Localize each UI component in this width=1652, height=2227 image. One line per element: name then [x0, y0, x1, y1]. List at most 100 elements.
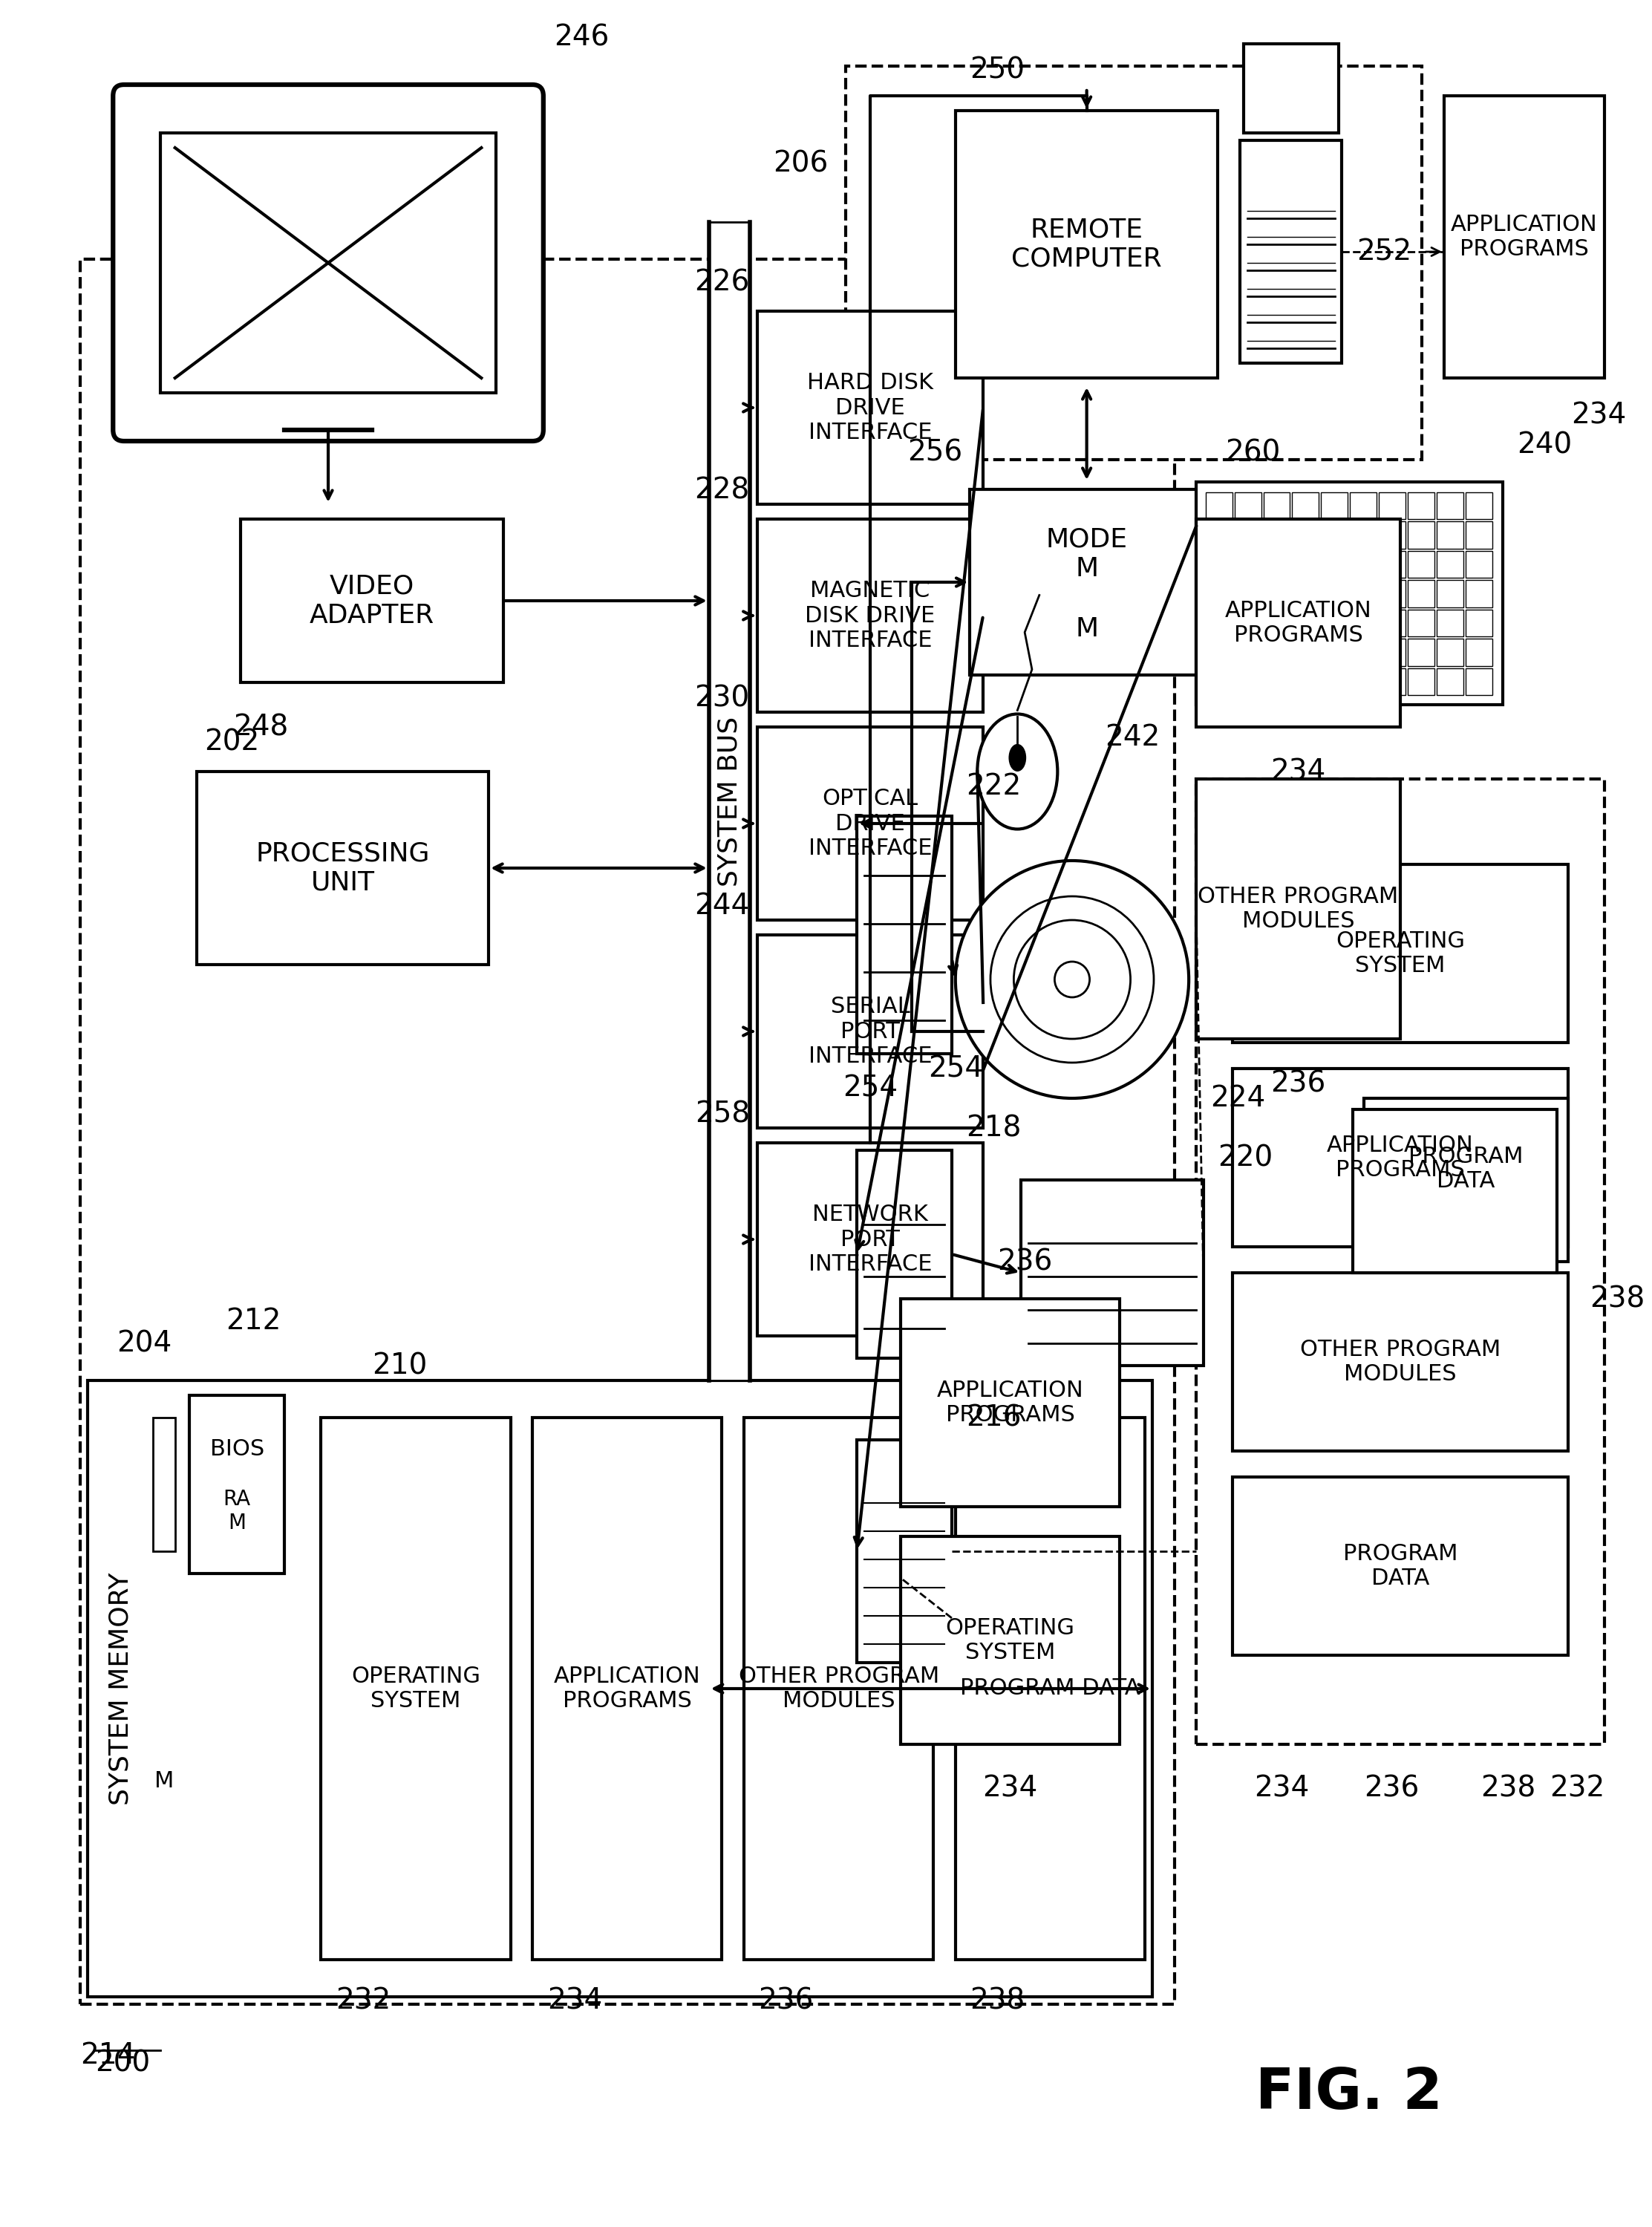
Bar	[160, 134, 496, 392]
Bar	[532, 1419, 722, 1960]
Text: 238: 238	[970, 1986, 1026, 2015]
Text: SYSTEM BUS: SYSTEM BUS	[717, 717, 742, 886]
Text: REMOTE
COMPUTER: REMOTE COMPUTER	[1011, 216, 1161, 272]
Text: 228: 228	[694, 477, 750, 503]
Bar	[857, 1441, 952, 1664]
Bar	[1437, 581, 1464, 608]
Text: PROGRAM
DATA: PROGRAM DATA	[1409, 1145, 1523, 1191]
Bar	[1465, 668, 1492, 695]
Text: PROGRAM DATA: PROGRAM DATA	[960, 1677, 1140, 1699]
Text: BIOS: BIOS	[210, 1439, 264, 1459]
Bar	[1264, 521, 1290, 548]
Text: 246: 246	[555, 22, 610, 51]
Bar	[1206, 550, 1232, 579]
Text: 214: 214	[81, 2042, 135, 2069]
Text: 250: 250	[970, 56, 1024, 85]
Bar	[1264, 550, 1290, 579]
Text: OPTICAL
DRIVE
INTERFACE: OPTICAL DRIVE INTERFACE	[808, 788, 932, 860]
Bar	[1465, 521, 1492, 548]
Text: PROGRAM
DATA: PROGRAM DATA	[1343, 1543, 1457, 1590]
Text: 210: 210	[372, 1352, 428, 1381]
Bar	[320, 1419, 510, 1960]
Ellipse shape	[978, 715, 1057, 828]
Text: 230: 230	[694, 684, 750, 713]
Circle shape	[955, 860, 1189, 1098]
Text: 236: 236	[998, 1247, 1052, 1276]
Text: 232: 232	[335, 1986, 390, 2015]
Bar	[757, 726, 983, 920]
Text: 226: 226	[694, 267, 750, 296]
Bar	[757, 935, 983, 1129]
Bar	[1264, 581, 1290, 608]
Bar	[1234, 610, 1260, 637]
Bar	[846, 67, 1422, 459]
Bar	[1322, 521, 1348, 548]
Bar	[1322, 639, 1348, 666]
Text: 236: 236	[1270, 1069, 1327, 1098]
Bar	[1206, 668, 1232, 695]
Bar	[1379, 581, 1406, 608]
Text: 224: 224	[1211, 1085, 1265, 1111]
Bar	[1437, 492, 1464, 519]
Bar	[900, 1298, 1120, 1508]
Bar	[1322, 668, 1348, 695]
Bar	[1234, 581, 1260, 608]
Bar	[1234, 550, 1260, 579]
Bar	[1379, 668, 1406, 695]
Circle shape	[1014, 920, 1130, 1038]
Text: 254: 254	[928, 1053, 983, 1082]
Text: NETWORK
PORT
INTERFACE: NETWORK PORT INTERFACE	[808, 1203, 932, 1276]
Text: VIDEO
ADAPTER: VIDEO ADAPTER	[309, 575, 434, 628]
Text: PROCESSING
UNIT: PROCESSING UNIT	[256, 842, 430, 895]
Bar	[197, 771, 489, 964]
Bar	[1408, 521, 1434, 548]
Text: SYSTEM MEMORY: SYSTEM MEMORY	[107, 1572, 132, 1806]
Bar	[1350, 610, 1376, 637]
Bar	[1379, 492, 1406, 519]
Bar	[1292, 639, 1318, 666]
Bar	[1292, 668, 1318, 695]
Bar	[857, 1151, 952, 1358]
Text: 218: 218	[966, 1114, 1021, 1142]
Bar	[1408, 581, 1434, 608]
Bar	[1465, 610, 1492, 637]
Bar	[1465, 550, 1492, 579]
Bar	[757, 1142, 983, 1336]
Bar	[1264, 639, 1290, 666]
Bar	[1196, 519, 1401, 726]
Text: 254: 254	[843, 1073, 897, 1102]
Text: M: M	[154, 1770, 173, 1793]
Text: MODE
M: MODE M	[1046, 528, 1128, 581]
Text: RA
M: RA M	[223, 1488, 251, 1534]
Bar	[1232, 1274, 1568, 1452]
Bar	[1350, 492, 1376, 519]
Text: 240: 240	[1517, 430, 1573, 459]
Bar	[1465, 492, 1492, 519]
Bar	[1379, 639, 1406, 666]
Bar	[1379, 610, 1406, 637]
Text: 248: 248	[233, 713, 289, 742]
Text: SERIAL
PORT
INTERFACE: SERIAL PORT INTERFACE	[808, 995, 932, 1067]
Text: 204: 204	[117, 1330, 172, 1358]
Bar	[241, 519, 504, 681]
Text: 242: 242	[1105, 724, 1160, 750]
Ellipse shape	[1009, 744, 1026, 771]
Bar	[1206, 639, 1232, 666]
Bar	[757, 312, 983, 503]
Text: 234: 234	[983, 1775, 1037, 1804]
Text: APPLICATION
PROGRAMS: APPLICATION PROGRAMS	[553, 1666, 700, 1713]
Bar	[1322, 550, 1348, 579]
Bar	[1437, 668, 1464, 695]
Text: OTHER PROGRAM
MODULES: OTHER PROGRAM MODULES	[1198, 886, 1399, 933]
Text: OPERATING
SYSTEM: OPERATING SYSTEM	[945, 1617, 1075, 1664]
Bar	[1408, 639, 1434, 666]
Bar	[1437, 521, 1464, 548]
Bar	[81, 258, 1175, 2004]
Bar	[1437, 639, 1464, 666]
Bar	[709, 223, 750, 1381]
Bar	[1437, 550, 1464, 579]
Text: APPLICATION
PROGRAMS: APPLICATION PROGRAMS	[1327, 1134, 1474, 1180]
Bar	[1234, 521, 1260, 548]
Bar	[857, 815, 952, 1053]
Bar	[757, 519, 983, 713]
